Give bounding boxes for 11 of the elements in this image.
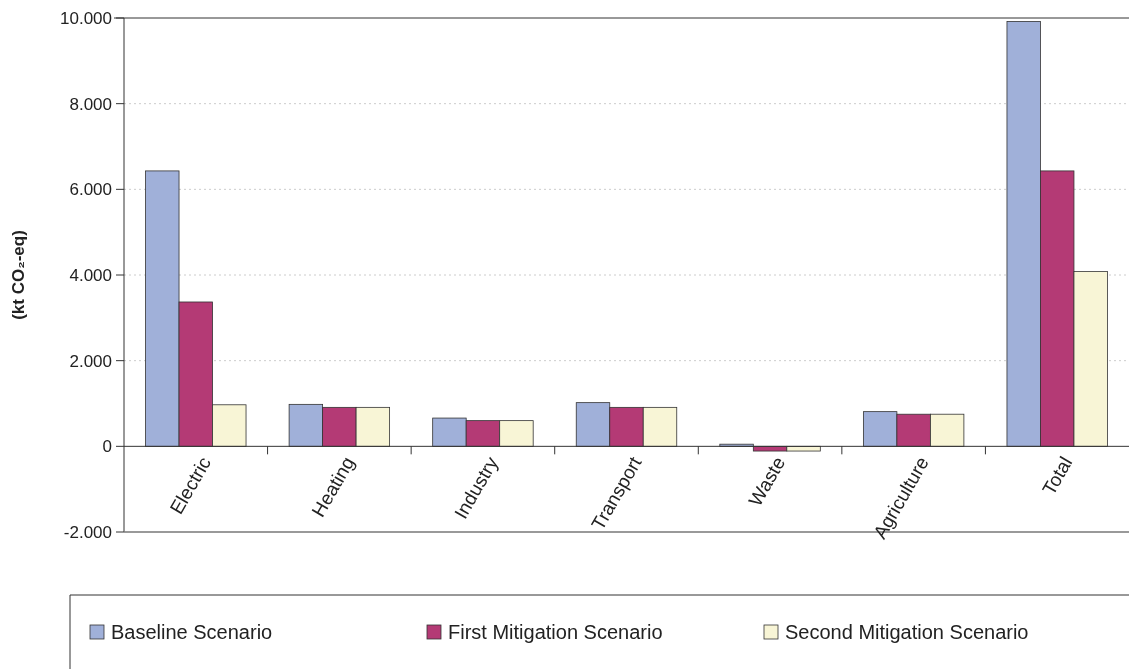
y-tick-label: 0	[102, 437, 112, 457]
y-tick-label: 2.000	[69, 351, 112, 371]
legend-label: First Mitigation Scenario	[448, 621, 663, 643]
y-axis-title: (kt CO₂-eq)	[9, 230, 28, 320]
legend-label: Second Mitigation Scenario	[785, 621, 1029, 643]
y-tick-label: 10.000	[60, 8, 112, 28]
y-tick-label: -2.000	[63, 522, 112, 542]
y-tick-label: 8.000	[69, 94, 112, 114]
legend-label: Baseline Scenario	[111, 621, 273, 643]
y-tick-label: 4.000	[69, 265, 112, 285]
y-tick-label: 6.000	[69, 180, 112, 200]
